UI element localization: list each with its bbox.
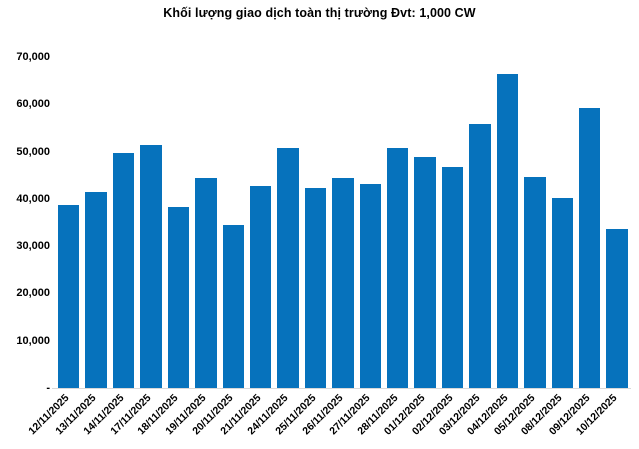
x-axis-line	[52, 388, 631, 389]
y-axis-label: 60,000	[16, 98, 50, 111]
y-axis-label: 40,000	[16, 192, 50, 205]
bar	[304, 187, 327, 388]
bar	[222, 224, 244, 388]
bar	[112, 153, 135, 388]
y-axis-label: 10,000	[16, 334, 50, 347]
bar	[167, 207, 190, 388]
y-axis-label: 20,000	[16, 287, 50, 300]
bar	[414, 156, 436, 388]
bar	[359, 184, 382, 388]
bar	[579, 107, 601, 388]
plot-area	[55, 57, 631, 388]
bar	[277, 148, 299, 388]
chart-title: Khối lượng giao dịch toàn thị trường Đvt…	[163, 6, 476, 20]
y-axis-label: 30,000	[16, 240, 50, 253]
bar	[496, 74, 519, 388]
bar	[524, 176, 546, 388]
bar	[58, 205, 80, 388]
bar	[85, 192, 107, 388]
bar	[606, 229, 628, 388]
bar	[441, 166, 464, 388]
y-axis-label: 50,000	[16, 145, 50, 158]
bar	[332, 178, 354, 388]
bar	[551, 197, 574, 388]
bar	[387, 148, 409, 388]
bar	[249, 185, 272, 388]
bar	[195, 177, 217, 388]
y-axis-label: -	[46, 382, 50, 394]
y-axis-label: 70,000	[16, 51, 50, 63]
bar	[469, 123, 491, 388]
bar	[140, 145, 162, 388]
